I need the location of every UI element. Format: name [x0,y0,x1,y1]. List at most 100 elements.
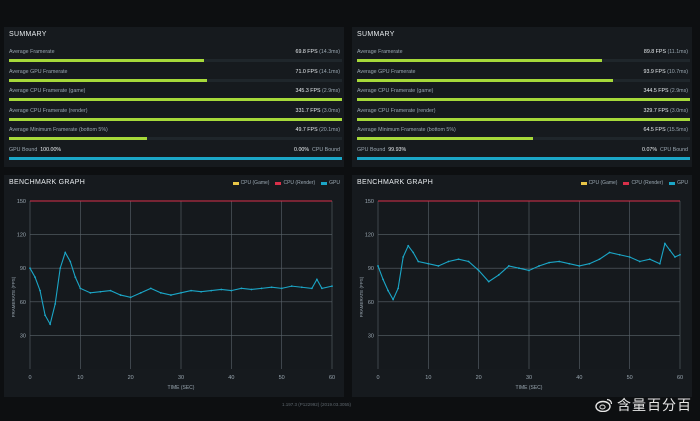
metric-bar-fill [357,59,602,62]
gpu-data-point [240,287,243,290]
gpu-bound-label: GPU Bound [9,146,38,153]
gpu-data-point [64,251,67,254]
x-axis-label: TIME (SEC) [516,385,543,391]
gpu-data-point [44,314,46,317]
benchmark-title: BENCHMARK GRAPH [357,179,434,186]
gpu-data-point [437,265,440,267]
gpu-data-point [180,291,182,294]
metric-value: 49.7 FPS (20.1ms) [296,127,340,133]
fps-value: 344.5 FPS [643,88,669,95]
legend-item-gpu: GPU [321,180,340,186]
x-tick-label: 60 [677,375,683,381]
gpu-data-point [477,269,480,272]
metric-bar-track [357,78,690,82]
summary-panel-left: SUMMARY Average Framerate 69.8 FPS (14.3m… [4,27,344,167]
y-tick-label: 30 [368,333,374,339]
gpu-data-point [417,260,420,263]
y-tick-label: 90 [368,266,374,272]
gpu-data-point [250,288,253,291]
fps-value: 329.7 FPS [643,107,669,114]
x-tick-label: 30 [526,375,532,381]
ms-value: (15.5ms) [667,127,688,134]
metric-label: Average GPU Framerate [357,68,416,75]
metric-bar-fill [357,98,690,102]
gpu-data-point [74,276,77,279]
fps-value: 69.8 FPS [295,49,318,55]
gpu-data-point [397,287,400,290]
benchmark-panel-right: BENCHMARK GRAPH CPU (Game) CPU (Render) … [352,175,692,397]
gpu-data-point [300,286,303,289]
ms-value: (14.3ms) [319,49,340,55]
gpu-data-point [412,251,415,254]
fps-value: 345.3 FPS [295,88,321,95]
metric-bar-track [9,78,342,82]
gpu-data-point [99,290,102,293]
metric-label: Average CPU Framerate (game) [9,88,86,95]
gpu-data-point [507,265,510,267]
summary-row: Average Framerate 89.8 FPS (11.1ms) [357,47,690,67]
x-tick-label: 20 [476,375,482,381]
ms-value: (2.9ms) [322,88,340,95]
gpu-data-point [548,261,551,264]
gpu-data-point [49,323,52,326]
gpu-data-point [457,258,460,261]
gpu-data-point [558,260,561,263]
gpu-data-point [29,267,31,270]
summary-row: Average CPU Framerate (render) 329.7 FPS … [357,106,690,126]
y-tick-label: 60 [20,300,26,306]
gpu-data-point [79,287,82,290]
gpu-data-point [402,256,405,258]
metric-bar-track [357,117,690,121]
gpu-data-point [69,260,72,263]
bound-bar-fill [9,156,342,160]
weibo-logo-icon [595,398,613,412]
x-tick-label: 30 [178,375,184,381]
cpu-bound-value: 0.00% [294,146,310,153]
bound-bar-track [357,156,690,160]
gpu-data-point [159,291,162,294]
gpu-data-point [200,290,203,293]
gpu-data-point [230,289,233,292]
summary-rows: Average Framerate 89.8 FPS (11.1ms) Averag… [357,47,690,165]
cpu-bound: 0.07% CPU Bound [642,147,688,153]
y-tick-label: 60 [368,300,374,306]
gpu-bound: GPU Bound 99.93% [357,147,406,153]
gpu-data-point [387,289,389,292]
gpu-data-point [447,260,450,263]
gpu-data-point [407,244,410,247]
legend-item-cpu-render: CPU (Render) [275,180,315,186]
benchmark-graph: 0 10 20 30 40 50 60 30 60 90 120 150 TIME (SEC) FRAME… [359,199,683,391]
fps-value: 64.5 FPS [643,127,666,134]
fps-value: 89.8 FPS [643,49,666,55]
metric-value: 64.5 FPS (15.5ms) [644,127,688,133]
gpu-data-point [608,251,611,254]
metric-bar-track [357,98,690,102]
metric-bar-track [9,117,342,121]
metric-label: Average GPU Framerate [9,68,68,75]
x-tick-label: 10 [77,375,83,381]
gpu-data-point [487,280,490,283]
gpu-data-point [119,294,122,296]
gpu-data-point [39,289,41,292]
legend-item-cpu-game: CPU (Game) [580,180,617,186]
summary-row: Average Minimum Framerate (bottom 5%) 64.… [357,125,690,145]
bound-bar-fill [357,156,690,160]
x-tick-label: 50 [279,375,285,381]
gpu-data-point [674,256,676,258]
gpu-bound-value: 100.00% [40,146,62,153]
ms-value: (11.1ms) [667,49,688,55]
gpu-data-point [310,287,313,290]
metric-value: 344.5 FPS (2.9ms) [644,88,688,94]
legend-label: CPU (Render) [283,180,316,186]
fps-value: 331.7 FPS [295,107,321,114]
gpu-data-point [658,262,661,265]
gpu-data-point [139,291,142,294]
metric-bar-fill [9,59,204,62]
gpu-data-point [497,274,500,276]
benchmark-panel-left: BENCHMARK GRAPH CPU (Game) CPU (Render) … [4,175,344,397]
metric-value: 329.7 FPS (3.0ms) [644,108,688,114]
legend-label: GPU [329,180,340,186]
fps-value: 93.9 FPS [643,68,666,75]
gpu-data-point [190,289,192,292]
gpu-data-point [321,287,323,290]
